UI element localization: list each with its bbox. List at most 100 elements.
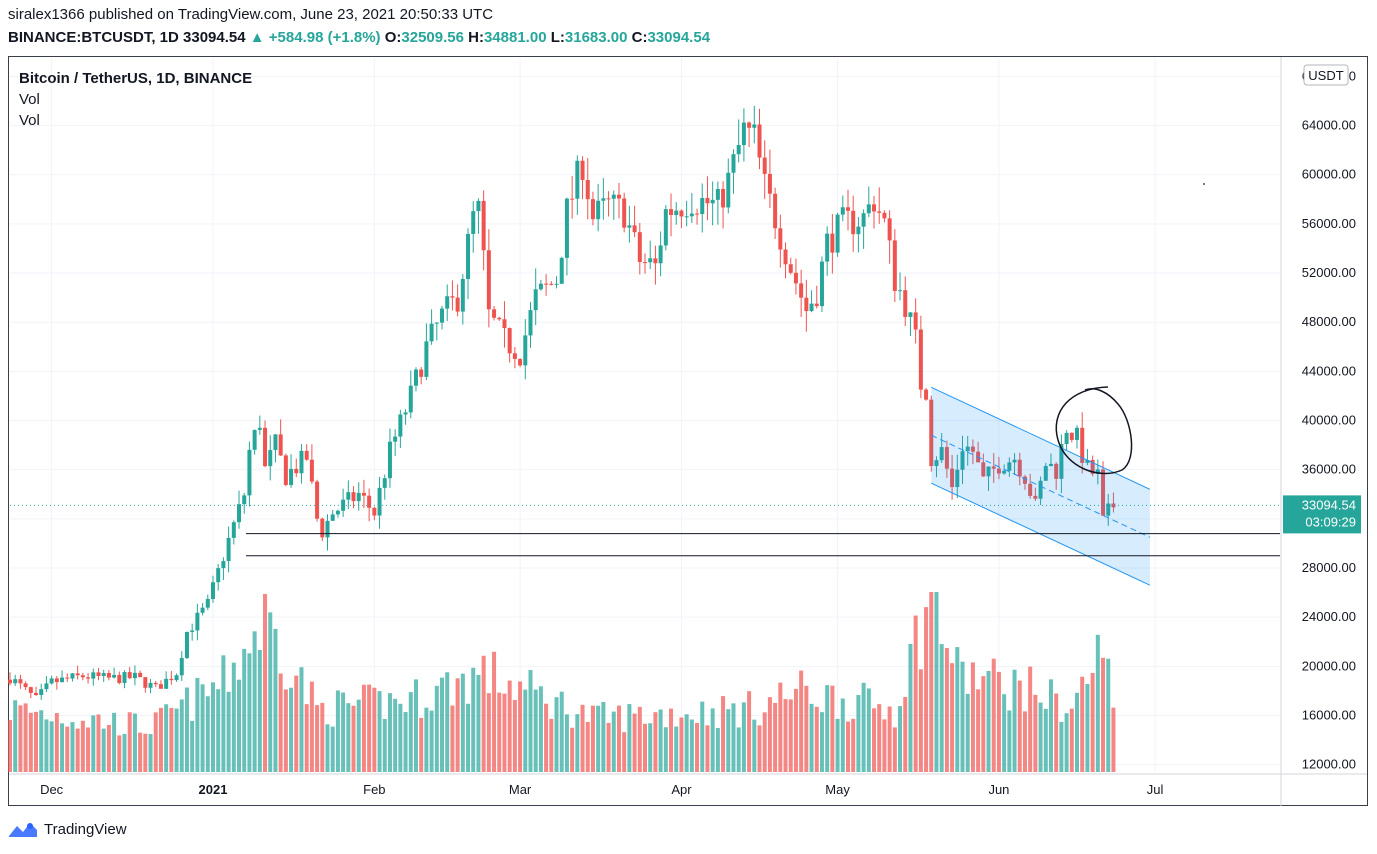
currency-badge[interactable]: USDT	[1303, 64, 1349, 86]
volume-bar	[606, 722, 611, 772]
candle-body	[1059, 444, 1064, 479]
candle-body	[44, 683, 49, 690]
candle-body	[8, 679, 12, 684]
candle-body	[757, 124, 762, 158]
volume-bar	[237, 679, 242, 772]
candle-body	[1017, 459, 1022, 477]
volume-bar	[965, 693, 970, 772]
volume-bar	[86, 727, 91, 772]
volume-bar	[653, 712, 658, 772]
tradingview-logo[interactable]: TradingView	[8, 820, 127, 838]
volume-bar	[1085, 683, 1090, 772]
candle-body	[127, 672, 132, 679]
candle-body	[939, 447, 944, 461]
candle-body	[294, 468, 299, 474]
volume-bar	[689, 719, 694, 772]
volume-bar	[1012, 669, 1017, 772]
time-tick-label: Jun	[988, 782, 1009, 797]
candle-body	[398, 414, 403, 437]
candle-body	[132, 672, 137, 679]
candle-body	[403, 412, 408, 415]
candle-body	[944, 447, 949, 469]
volume-bar	[851, 718, 856, 772]
volume-bar	[200, 684, 205, 772]
time-tick-label: May	[825, 782, 850, 797]
candle-body	[575, 160, 580, 199]
candle-body	[75, 673, 80, 676]
candle-body	[601, 198, 606, 201]
volume-bar	[1054, 693, 1059, 772]
volume-bar	[762, 712, 767, 772]
candle-body	[767, 173, 772, 194]
volume-bar	[882, 719, 887, 772]
candle-body	[101, 672, 106, 677]
candle-body	[845, 207, 850, 211]
volume-bar	[533, 689, 538, 772]
price-tick-label: 16000.00	[1302, 707, 1356, 722]
volume-bar	[91, 715, 96, 772]
volume-bar	[1101, 657, 1106, 772]
candle-body	[1090, 459, 1095, 474]
last-price-tag: 33094.54 03:09:29	[1283, 495, 1361, 534]
volume-bar	[585, 721, 590, 772]
candle-body	[986, 466, 991, 477]
volume-bar	[1043, 708, 1048, 772]
price-tick-label: 56000.00	[1302, 216, 1356, 231]
volume-bar	[695, 722, 700, 772]
volume-bar	[419, 717, 424, 772]
volume-bar	[939, 644, 944, 772]
volume-bar	[986, 671, 991, 772]
volume-bar	[1069, 708, 1074, 772]
candle-body	[138, 672, 143, 678]
price-tick-label: 48000.00	[1302, 314, 1356, 329]
price-tick-label: 36000.00	[1302, 462, 1356, 477]
candle-body	[866, 204, 871, 214]
volume-bar	[814, 706, 819, 772]
candle-body	[960, 451, 965, 470]
candle-body	[450, 296, 455, 298]
volume-bar	[143, 733, 148, 772]
volume-bar	[497, 692, 502, 772]
candle-body	[86, 677, 91, 679]
candle-body	[679, 210, 684, 217]
volume-legend-1[interactable]: Vol	[19, 91, 40, 108]
candle-body	[28, 687, 33, 693]
candle-body	[190, 630, 195, 632]
candle-body	[205, 598, 210, 608]
volume-bar	[1075, 692, 1080, 772]
volume-bar	[273, 628, 278, 772]
volume-bar	[127, 712, 132, 772]
symbol-label[interactable]: BINANCE:BTCUSDT, 1D	[8, 29, 179, 46]
volume-bar	[1080, 676, 1085, 772]
volume-bar	[970, 662, 975, 772]
chart-title[interactable]: Bitcoin / TetherUS, 1D, BINANCE	[19, 70, 253, 87]
low-label: L:	[550, 29, 565, 46]
volume-legend-2[interactable]: Vol	[19, 112, 40, 129]
candle-body	[908, 312, 913, 317]
price-tick-label: 40000.00	[1302, 413, 1356, 428]
candle-body	[523, 335, 528, 366]
volume-bar	[361, 684, 366, 772]
volume-bar	[955, 647, 960, 772]
candle-body	[965, 446, 970, 452]
candle-body	[330, 514, 335, 521]
volume-bar	[528, 670, 533, 772]
price-tick-label: 64000.00	[1302, 118, 1356, 133]
volume-bar	[715, 727, 720, 772]
candle-body	[1043, 466, 1048, 481]
volume-bar	[476, 674, 481, 772]
volume-bar	[1022, 711, 1027, 772]
volume-bar	[247, 653, 252, 772]
volume-bar	[601, 702, 606, 772]
volume-bar	[544, 703, 549, 772]
volume-bar	[132, 713, 137, 772]
candle-body	[117, 674, 122, 684]
candle-body	[200, 607, 205, 613]
candle-body	[695, 213, 700, 215]
high-value: 34881.00	[483, 29, 547, 46]
volume-bar	[18, 705, 23, 772]
candle-body	[335, 510, 340, 515]
annotation-circle	[1055, 386, 1133, 475]
volume-bar	[424, 707, 429, 772]
